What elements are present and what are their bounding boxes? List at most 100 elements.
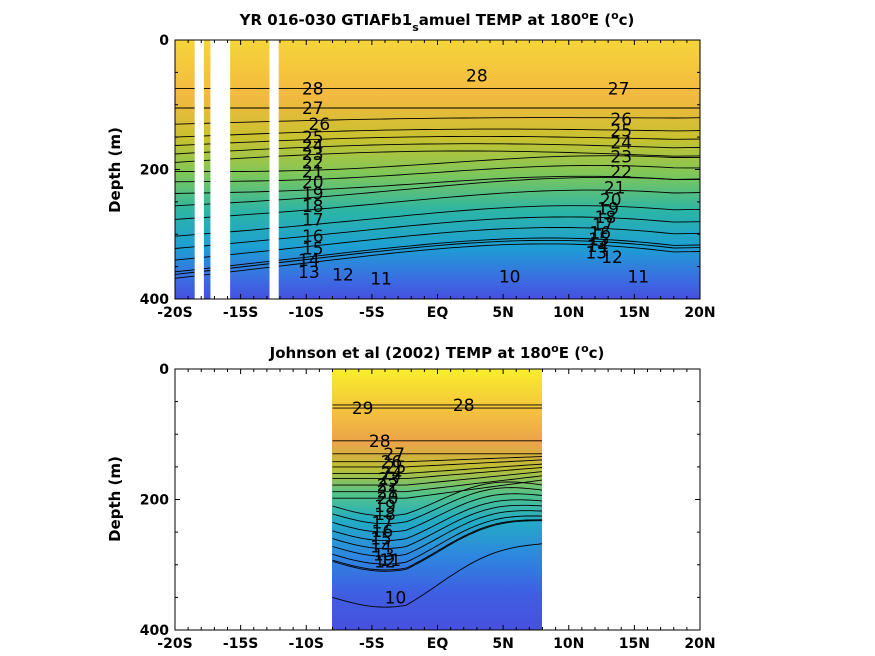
contour-line (175, 227, 700, 261)
contour-line (332, 466, 542, 480)
y-tick-label: 0 (159, 362, 169, 378)
contour-label: 19 (597, 199, 619, 219)
contour-label: 22 (377, 476, 399, 496)
y-tick-label: 200 (140, 163, 169, 179)
x-tick-label: -15S (223, 636, 258, 652)
x-tick-label: -15S (223, 305, 258, 321)
contour-label: 20 (377, 489, 399, 509)
top-contour-lines (175, 88, 700, 279)
contour-label: 26 (381, 453, 403, 473)
contour-label: 16 (372, 522, 394, 542)
contour-line (332, 456, 542, 463)
contour-label: 12 (374, 552, 396, 572)
x-tick-label: EQ (427, 305, 449, 321)
y-tick-label: 400 (140, 623, 169, 639)
data-gap (210, 40, 231, 299)
contour-label: 12 (601, 248, 623, 268)
contour-line (332, 504, 542, 549)
top-chart-title: YR 016-030 GTIAFb1samuel TEMP at 180oE (… (239, 9, 635, 34)
contour-line (332, 475, 542, 493)
contour-line (332, 481, 542, 517)
contour-label: 11 (627, 267, 649, 287)
bottom-contour-lines (332, 404, 542, 608)
contour-label: 28 (369, 432, 391, 452)
contour-label: 21 (377, 483, 399, 503)
bottom-contour-labels: 29 28282726252423222120191817161514131211… (352, 396, 475, 608)
contour-line (175, 143, 700, 155)
top-field-fill (175, 40, 700, 299)
x-tick-label: 15N (619, 305, 650, 321)
bottom-field-fill (332, 369, 542, 630)
contour-line (332, 510, 542, 557)
contour-line (332, 463, 542, 474)
contour-label: 16 (589, 223, 611, 243)
x-tick-label: -20S (157, 305, 192, 321)
contour-line (332, 520, 542, 572)
contour-label: 16 (302, 227, 324, 247)
contour-line (332, 493, 542, 533)
x-tick-label: 20N (684, 305, 715, 321)
contour-label: 15 (302, 239, 324, 259)
contour-label: 18 (302, 197, 324, 217)
x-tick-label: -20S (157, 636, 192, 652)
contour-label: 18 (595, 208, 617, 228)
contour-label: 20 (600, 190, 622, 210)
x-tick-label: -5S (359, 636, 385, 652)
contour-line (332, 479, 542, 499)
contour-label: 24 (302, 137, 324, 157)
contour-label: 18 (374, 505, 396, 525)
x-tick-label: -10S (289, 636, 324, 652)
x-tick-label: 10N (553, 636, 584, 652)
data-gap (269, 40, 279, 299)
contour-label: 25 (302, 128, 324, 148)
contour-label: 28 (302, 80, 324, 100)
contour-label: 12 (332, 265, 354, 285)
contour-label: 26 (610, 110, 632, 130)
contour-label: 23 (302, 145, 324, 165)
y-tick-label: 200 (140, 493, 169, 509)
x-tick-label: 5N (492, 636, 513, 652)
bottom-chart-title: Johnson et al (2002) TEMP at 180oE (oc) (269, 342, 605, 362)
contour-label: 13 (373, 545, 395, 565)
contour-label: 17 (592, 216, 614, 236)
bottom-axis-ticks: -20S -15S -10S -5S EQ 5N 10N 15N 20N 0 200 400 (140, 362, 716, 652)
contour-label: 10 (385, 588, 407, 608)
contour-label: 15 (588, 230, 610, 250)
contour-line (175, 216, 700, 249)
contour-line (175, 243, 700, 279)
contour-label: 11 (379, 551, 401, 571)
x-tick-label: -10S (289, 305, 324, 321)
contour-label: 26 (309, 115, 331, 135)
contour-label: 20 (302, 173, 324, 193)
contour-label: 14 (298, 251, 320, 271)
top-axis-ticks: -20S -15S -10S -5S EQ 5N 10N 15N 20N 0 200 400 (140, 33, 716, 321)
contour-label: 27 (608, 80, 630, 100)
x-tick-label: 15N (619, 636, 650, 652)
contour-label: 24 (381, 464, 403, 484)
contour-label: 22 (610, 162, 632, 182)
x-tick-label: 20N (684, 636, 715, 652)
contour-label: 29 (352, 399, 374, 419)
contour-label: 21 (604, 179, 626, 199)
contour-label: 23 (378, 470, 400, 490)
contour-label: 19 (302, 184, 324, 204)
contour-label: 25 (385, 458, 407, 478)
contour-label: 24 (610, 133, 632, 153)
y-tick-label: 0 (159, 33, 169, 49)
contour-label: 28 (453, 396, 475, 416)
x-tick-label: -5S (359, 305, 385, 321)
contour-line (332, 515, 542, 565)
contour-label: 17 (372, 513, 394, 533)
top-data-gaps (194, 40, 279, 299)
contour-line (332, 543, 542, 608)
contour-label: 13 (298, 263, 320, 283)
contour-label: 10 (499, 267, 521, 287)
contour-line (175, 176, 700, 207)
x-tick-label: 10N (553, 305, 584, 321)
contour-label: 14 (587, 237, 609, 257)
top-y-axis-label: Depth (m) (106, 127, 124, 213)
bottom-y-axis-label: Depth (m) (106, 456, 124, 542)
